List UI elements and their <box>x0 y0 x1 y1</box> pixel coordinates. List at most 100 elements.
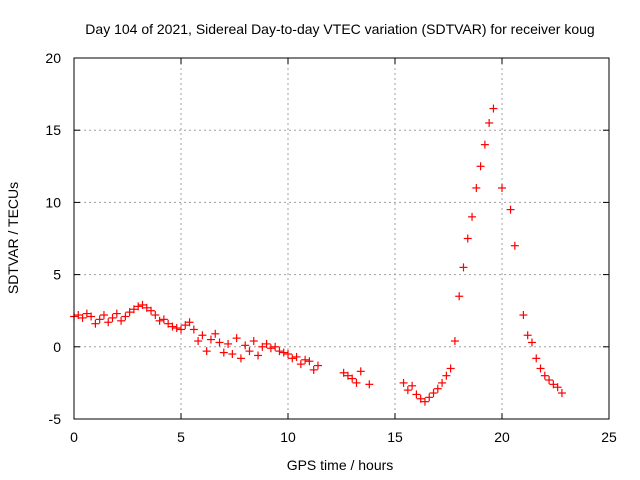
data-point <box>296 360 305 369</box>
data-point <box>164 319 173 328</box>
x-tick-label: 10 <box>280 429 296 445</box>
data-point <box>425 393 434 402</box>
data-point <box>523 331 532 340</box>
chart-title: Day 104 of 2021, Sidereal Day-to-day VTE… <box>85 21 594 37</box>
data-point <box>177 325 185 334</box>
data-point <box>279 348 288 357</box>
data-point <box>168 322 177 331</box>
data-point <box>489 104 498 113</box>
data-point <box>480 140 489 149</box>
data-point <box>241 341 250 350</box>
data-point <box>309 365 318 374</box>
data-point <box>284 350 292 359</box>
y-axis-label: SDTVAR / TECUs <box>5 182 21 294</box>
data-point <box>219 348 228 357</box>
axis-ticks <box>73 57 610 420</box>
data-point <box>472 183 481 192</box>
data-point <box>365 380 374 389</box>
data-point <box>129 305 138 314</box>
data-point <box>416 394 425 403</box>
data-point <box>185 318 194 327</box>
data-point <box>313 361 322 370</box>
y-tick-label: 10 <box>45 194 61 210</box>
data-point <box>271 342 280 351</box>
data-point <box>99 311 108 320</box>
data-point <box>245 347 254 356</box>
data-point <box>532 354 541 363</box>
data-point <box>468 212 477 221</box>
data-point <box>545 376 554 385</box>
x-tick-label: 15 <box>387 429 403 445</box>
data-point <box>510 241 519 250</box>
data-point <box>215 338 224 347</box>
data-point <box>147 306 156 315</box>
y-tick-label: 15 <box>45 122 61 138</box>
data-point <box>198 331 207 340</box>
data-point <box>343 371 352 380</box>
data-point <box>463 234 472 243</box>
data-point <box>553 383 562 392</box>
grid-lines <box>74 58 609 419</box>
x-axis-label: GPS time / hours <box>287 457 394 473</box>
data-point <box>194 337 203 346</box>
x-tick-labels: 0 5 10 15 20 25 <box>70 429 617 445</box>
data-point <box>232 334 241 343</box>
data-point <box>112 309 121 318</box>
data-point <box>189 325 198 334</box>
data-point <box>288 354 297 363</box>
data-point <box>348 374 357 383</box>
data-point <box>155 316 164 325</box>
data-point <box>228 350 237 359</box>
data-point <box>202 347 211 356</box>
data-point <box>549 380 558 389</box>
data-point <box>519 311 528 320</box>
data-point <box>476 162 485 171</box>
data-point <box>258 342 267 351</box>
data-point <box>352 378 361 387</box>
data-point <box>134 302 143 311</box>
data-point <box>266 344 275 353</box>
data-point <box>356 367 365 376</box>
data-point <box>305 357 314 366</box>
x-tick-label: 0 <box>70 429 78 445</box>
data-point <box>91 319 100 328</box>
data-point <box>206 335 215 344</box>
data-point <box>181 321 190 330</box>
x-tick-label: 20 <box>494 429 510 445</box>
data-point <box>301 355 310 364</box>
data-point <box>138 300 147 309</box>
data-point <box>78 313 87 322</box>
data-point <box>262 339 271 348</box>
y-tick-labels: -5 0 5 10 15 20 <box>45 50 61 427</box>
x-tick-label: 5 <box>177 429 185 445</box>
data-point <box>159 315 168 324</box>
data-point <box>420 397 429 406</box>
y-tick-label: 0 <box>53 339 61 355</box>
data-point <box>117 316 126 325</box>
data-point <box>442 371 451 380</box>
plot-frame <box>73 57 610 420</box>
y-tick-label: 5 <box>53 267 61 283</box>
data-point <box>399 378 408 387</box>
data-point <box>87 312 96 321</box>
data-point <box>339 368 348 377</box>
data-point <box>527 338 536 347</box>
x-tick-label: 25 <box>601 429 617 445</box>
data-point <box>104 318 113 327</box>
data-point <box>450 337 459 346</box>
data-point <box>254 351 263 360</box>
data-point <box>275 347 284 356</box>
data-point <box>506 205 515 214</box>
data-point <box>408 381 417 390</box>
data-point <box>459 263 468 272</box>
data-point <box>74 311 83 320</box>
data-point <box>540 371 549 380</box>
data-point <box>455 292 464 301</box>
data-point <box>438 378 447 387</box>
y-tick-label: -5 <box>49 411 62 427</box>
data-point <box>211 329 220 338</box>
data-point <box>536 364 545 373</box>
data-point <box>151 311 160 320</box>
data-point <box>82 309 91 318</box>
data-point <box>433 384 442 393</box>
